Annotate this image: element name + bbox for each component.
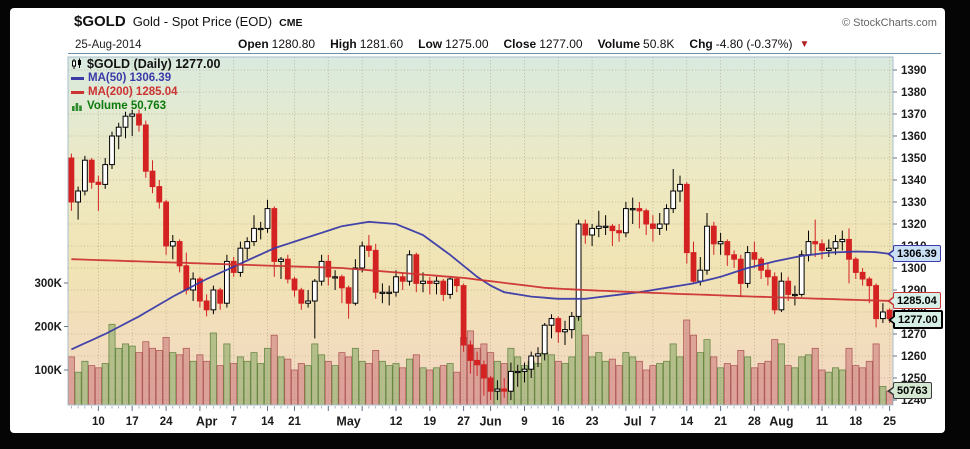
- change-down-icon: ▼: [799, 38, 810, 50]
- ticker-symbol: $GOLD: [74, 13, 126, 30]
- volume-badge-label: 50763: [897, 384, 928, 397]
- quote-date: 25-Aug-2014: [75, 39, 142, 51]
- close-value-badge: 1277.00: [888, 310, 943, 329]
- ma200-value-badge: 1285.04: [887, 292, 941, 309]
- legend-ma50-label: MA(50) 1306.39: [88, 72, 172, 84]
- candlestick-icon: [72, 58, 81, 69]
- header-divider: [68, 53, 941, 54]
- legend-main-label: $GOLD (Daily) 1277.00: [87, 57, 221, 71]
- legend-main: $GOLD (Daily) 1277.00: [71, 57, 220, 71]
- volume-bars-icon: [72, 102, 82, 111]
- ma50-line-swatch: [71, 76, 84, 80]
- ma200-line-swatch: [71, 90, 84, 94]
- legend: $GOLD (Daily) 1277.00 MA(50) 1306.39 MA(…: [71, 57, 220, 113]
- copyright-link[interactable]: © StockCharts.com: [842, 17, 937, 29]
- quote-volume: Volume 50.8K: [597, 37, 675, 51]
- ma200-badge-label: 1285.04: [897, 294, 937, 307]
- legend-volume-label: Volume 50,763: [87, 100, 167, 112]
- quote-row: Open 1280.80 High 1281.60 Low 1275.00 Close 127…: [238, 37, 809, 51]
- legend-ma200: MA(200) 1285.04: [71, 85, 220, 99]
- quote-low: Low 1275.00: [418, 37, 489, 51]
- ma50-badge-label: 1306.39: [897, 247, 937, 260]
- instrument-description: Gold - Spot Price (EOD): [132, 14, 273, 29]
- quote-high: High 1281.60: [330, 37, 404, 51]
- legend-ma200-label: MA(200) 1285.04: [88, 86, 178, 98]
- close-badge-label: 1277.00: [898, 313, 938, 326]
- quote-open: Open 1280.80: [238, 37, 316, 51]
- title-row: $GOLD Gold - Spot Price (EOD) CME: [74, 13, 302, 30]
- quote-close: Close 1277.00: [503, 37, 583, 51]
- legend-volume: Volume 50,763: [71, 99, 220, 113]
- quote-chg: Chg -4.80 (-0.37%): [689, 37, 793, 51]
- volume-value-badge: 50763: [887, 382, 932, 399]
- exchange-label: CME: [279, 17, 303, 29]
- ma50-value-badge: 1306.39: [887, 245, 941, 262]
- legend-ma50: MA(50) 1306.39: [71, 71, 220, 85]
